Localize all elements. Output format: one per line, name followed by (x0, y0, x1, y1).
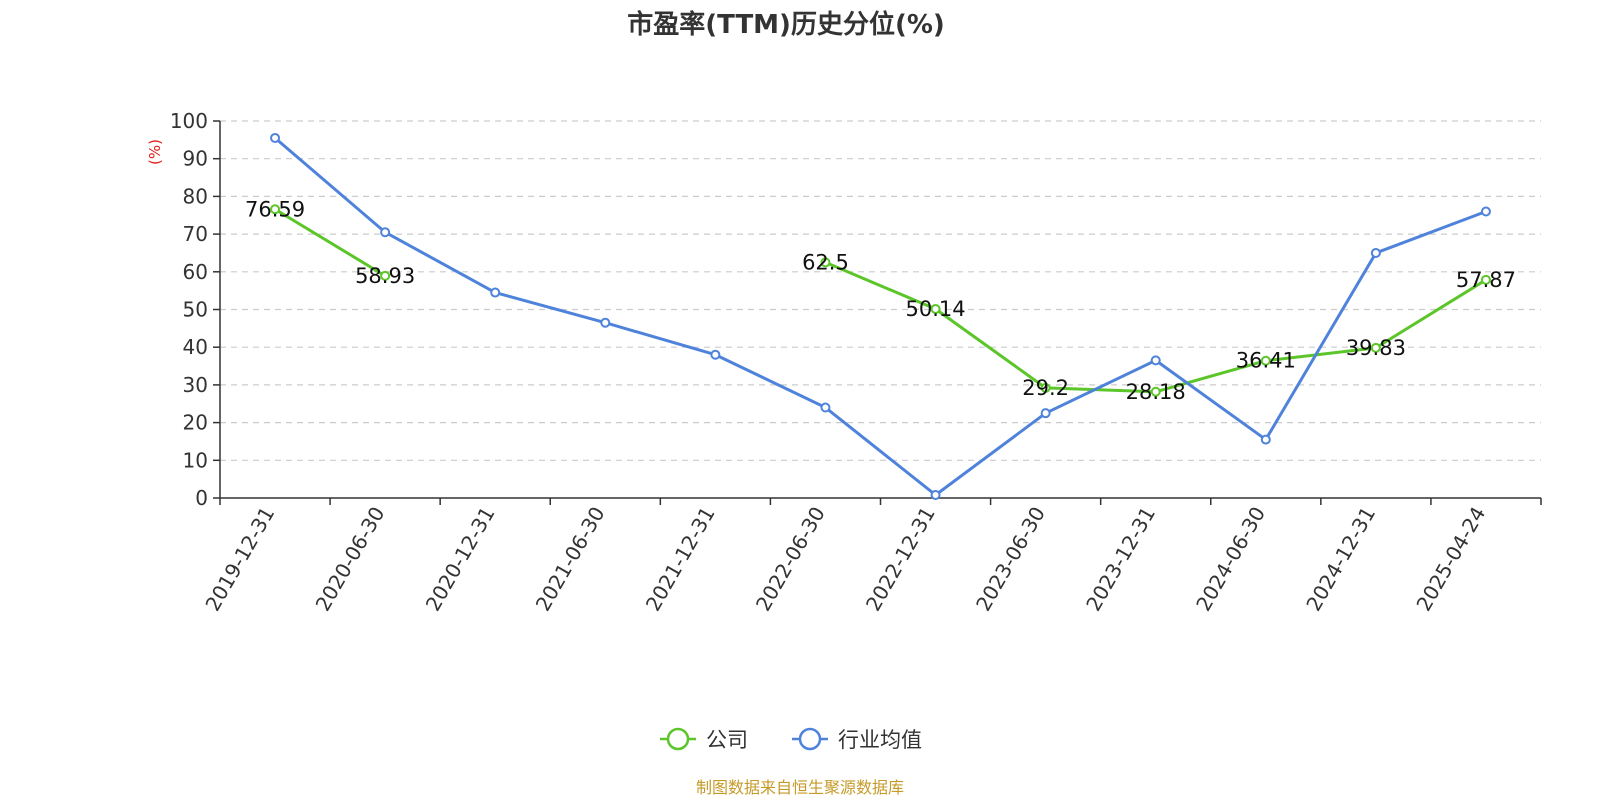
chart-title: 市盈率(TTM)历史分位(%) (627, 9, 945, 40)
data-point (380, 270, 391, 281)
data-point (1040, 408, 1051, 419)
y-tick-label: 10 (183, 448, 208, 472)
x-tick-label: 2022-06-30 (751, 503, 830, 616)
legend-item-0[interactable]: 公司 (660, 727, 748, 752)
data-label: 29.2 (1022, 376, 1069, 400)
y-tick-label: 90 (183, 147, 208, 171)
data-point (1370, 247, 1381, 258)
data-point (710, 349, 721, 360)
x-tick-label: 2020-12-31 (421, 503, 500, 616)
data-point (820, 257, 831, 268)
y-tick-label: 70 (183, 222, 208, 246)
data-point (1260, 355, 1271, 366)
x-tick-label: 2022-12-31 (861, 503, 940, 616)
x-tick-label: 2023-12-31 (1081, 503, 1160, 616)
y-tick-label: 0 (195, 486, 208, 510)
y-tick-label: 100 (170, 109, 208, 133)
y-tick-label: 50 (183, 298, 208, 322)
legend-swatch-marker (798, 727, 822, 751)
data-label: 36.41 (1236, 349, 1296, 373)
y-tick-label: 80 (183, 184, 208, 208)
data-point (490, 287, 501, 298)
data-labels: 76.59 58.93 62.5 50.14 29.2 28.18 36.41 39.83 57… (245, 197, 1516, 404)
series-line-0 (274, 207, 386, 278)
data-label: 57.87 (1456, 268, 1516, 292)
data-point (1480, 206, 1491, 217)
data-point (930, 489, 941, 500)
data-label: 62.5 (802, 250, 849, 274)
data-label: 58.93 (355, 264, 415, 288)
data-point (270, 204, 281, 215)
y-tick-label: 60 (183, 260, 208, 284)
series-line-1 (274, 136, 1487, 497)
grid-lines (220, 120, 1541, 461)
data-point (1370, 342, 1381, 353)
data-label: 39.83 (1346, 336, 1406, 360)
legend-item-1[interactable]: 行业均值 (792, 727, 922, 752)
x-tick-label: 2024-06-30 (1191, 503, 1270, 616)
x-tick-label: 2024-12-31 (1301, 503, 1380, 616)
series-line-0 (824, 260, 1487, 394)
data-label: 28.18 (1126, 380, 1186, 404)
x-tick-label: 2025-04-24 (1411, 503, 1490, 616)
data-point (600, 317, 611, 328)
legend-label: 行业均值 (838, 728, 922, 752)
x-tick-label: 2021-06-30 (531, 503, 610, 616)
data-point (930, 303, 941, 314)
data-point (1260, 434, 1271, 445)
source-note: 制图数据来自恒生聚源数据库 (696, 778, 904, 797)
y-axis-unit-label: (%) (146, 139, 164, 165)
data-point (1150, 386, 1161, 397)
data-point (1480, 274, 1491, 285)
y-axis: 0 10 20 30 40 50 60 70 80 90 100 (170, 109, 221, 510)
x-tick-label: 2020-06-30 (311, 503, 390, 616)
x-tick-label: 2023-06-30 (971, 503, 1050, 616)
data-point (1150, 355, 1161, 366)
series-lines (270, 132, 1491, 500)
x-tick-label: 2019-12-31 (200, 503, 279, 616)
x-axis: 2019-12-31 2020-06-30 2020-12-31 2021-06-30… (200, 497, 1542, 616)
legend-swatch-marker (666, 727, 690, 751)
data-point (820, 402, 831, 413)
data-point (1040, 382, 1051, 393)
data-point (270, 132, 281, 143)
y-tick-label: 40 (183, 335, 208, 359)
legend-label: 公司 (706, 728, 748, 752)
legend[interactable]: 公司 行业均值 (660, 727, 922, 752)
data-label: 50.14 (905, 297, 965, 321)
x-tick-label: 2021-12-31 (641, 503, 720, 616)
y-tick-label: 30 (183, 373, 208, 397)
y-tick-label: 20 (183, 411, 208, 435)
data-point (380, 227, 391, 238)
data-label: 76.59 (245, 197, 305, 221)
